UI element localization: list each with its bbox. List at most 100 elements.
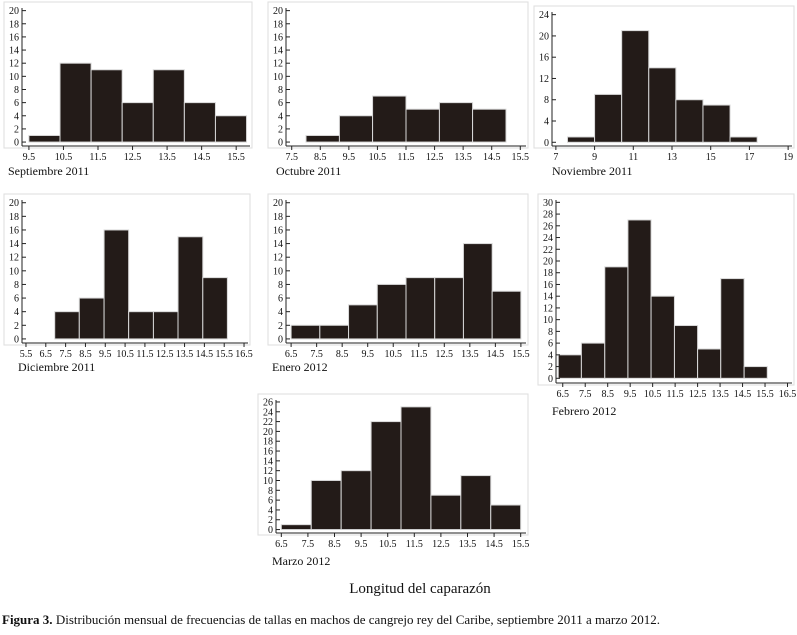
x-tick-label: 7 xyxy=(553,152,558,163)
bar xyxy=(720,278,745,379)
bar xyxy=(580,342,606,379)
y-tick-label: 8 xyxy=(278,280,283,291)
x-tick-label: 10.5 xyxy=(116,349,134,360)
y-tick-label: 8 xyxy=(548,327,553,338)
x-tick-label: 12.5 xyxy=(426,152,444,163)
y-tick-label: 0 xyxy=(278,334,283,345)
x-tick-label: 11.5 xyxy=(406,539,423,550)
bar xyxy=(348,304,378,340)
x-tick-label: 14.5 xyxy=(193,152,211,163)
y-tick-label: 20 xyxy=(273,198,283,209)
x-tick-label: 9.5 xyxy=(361,349,374,360)
y-tick-label: 14 xyxy=(9,239,19,250)
y-tick-label: 2 xyxy=(278,124,283,135)
y-tick-label: 20 xyxy=(9,6,19,17)
bar xyxy=(460,475,492,531)
bar xyxy=(405,277,436,340)
x-tick-label: 15.5 xyxy=(227,152,245,163)
y-tick-label: 0 xyxy=(14,138,19,149)
panel-title: Noviembre 2011 xyxy=(552,164,633,178)
y-tick-label: 12 xyxy=(273,253,283,264)
y-tick-label: 16 xyxy=(9,32,19,43)
x-tick-label: 16.5 xyxy=(235,349,253,360)
panel-title: Octubre 2011 xyxy=(276,164,341,178)
y-tick-label: 10 xyxy=(273,72,283,83)
bar xyxy=(400,406,432,531)
x-tick-label: 12.5 xyxy=(436,349,454,360)
bar xyxy=(338,115,374,143)
x-tick-label: 13.5 xyxy=(158,152,176,163)
x-tick-label: 7.5 xyxy=(59,349,72,360)
y-tick-label: 10 xyxy=(9,266,19,277)
y-tick-label: 20 xyxy=(9,198,19,209)
y-tick-label: 22 xyxy=(263,417,273,428)
y-tick-label: 0 xyxy=(268,525,273,536)
bar xyxy=(340,470,372,531)
bar xyxy=(604,266,629,379)
y-tick-label: 26 xyxy=(543,221,553,232)
y-tick-label: 6 xyxy=(548,339,553,350)
y-tick-label: 16 xyxy=(273,32,283,43)
panel-title: Febrero 2012 xyxy=(552,404,616,418)
y-tick-label: 2 xyxy=(268,515,273,526)
panel-title: Enero 2012 xyxy=(272,360,328,374)
y-tick-label: 18 xyxy=(273,19,283,30)
y-tick-label: 18 xyxy=(9,212,19,223)
bar xyxy=(152,311,179,340)
x-tick-label: 14.5 xyxy=(487,349,505,360)
bar xyxy=(673,325,699,379)
x-tick-label: 15.5 xyxy=(512,152,530,163)
bar xyxy=(54,311,80,340)
x-tick-label: 8.5 xyxy=(79,349,92,360)
bar xyxy=(305,134,340,143)
x-tick-label: 10.5 xyxy=(379,539,397,550)
caption: Figura 3. Distribución mensual de frecue… xyxy=(2,612,660,627)
y-tick-label: 4 xyxy=(278,111,283,122)
y-tick-label: 30 xyxy=(543,198,553,209)
y-tick-label: 20 xyxy=(539,31,549,42)
y-tick-label: 16 xyxy=(543,280,553,291)
y-tick-label: 12 xyxy=(273,59,283,70)
x-tick-label: 7.5 xyxy=(302,539,315,550)
panel-frame xyxy=(267,193,529,346)
y-tick-label: 8 xyxy=(14,280,19,291)
x-tick-label: 15.5 xyxy=(215,349,233,360)
x-tick-label: 19 xyxy=(783,152,793,163)
y-tick-label: 10 xyxy=(9,72,19,83)
x-tick-label: 11 xyxy=(628,152,638,163)
y-tick-label: 4 xyxy=(278,307,283,318)
caption-label: Figura 3. xyxy=(2,612,53,627)
bar xyxy=(183,102,216,143)
y-tick-label: 24 xyxy=(543,233,553,244)
bar xyxy=(103,229,130,340)
x-tick-label: 8.5 xyxy=(314,152,327,163)
x-tick-label: 15.5 xyxy=(512,349,530,360)
y-tick-label: 16 xyxy=(263,447,273,458)
bar xyxy=(743,366,768,379)
bar xyxy=(557,354,582,379)
y-tick-label: 4 xyxy=(544,117,549,128)
y-tick-label: 24 xyxy=(539,10,549,21)
y-tick-label: 8 xyxy=(544,95,549,106)
y-tick-label: 8 xyxy=(278,85,283,96)
y-tick-label: 18 xyxy=(9,19,19,30)
y-tick-label: 10 xyxy=(263,476,273,487)
x-tick-label: 8.5 xyxy=(336,349,349,360)
x-tick-label: 12.5 xyxy=(689,389,707,400)
x-tick-label: 15.5 xyxy=(756,389,774,400)
x-tick-label: 9.5 xyxy=(624,389,637,400)
x-tick-label: 11.5 xyxy=(89,152,106,163)
panel-title: Septiembre 2011 xyxy=(8,164,89,178)
y-tick-label: 14 xyxy=(273,46,283,57)
panel-frame xyxy=(533,5,795,149)
bar xyxy=(594,93,623,143)
bar xyxy=(491,290,522,340)
y-tick-label: 14 xyxy=(9,46,19,57)
y-tick-label: 4 xyxy=(14,307,19,318)
y-tick-label: 4 xyxy=(14,111,19,122)
x-tick-label: 13.5 xyxy=(461,349,479,360)
bar xyxy=(28,134,61,143)
bar xyxy=(472,108,507,143)
x-tick-label: 14.5 xyxy=(734,389,752,400)
